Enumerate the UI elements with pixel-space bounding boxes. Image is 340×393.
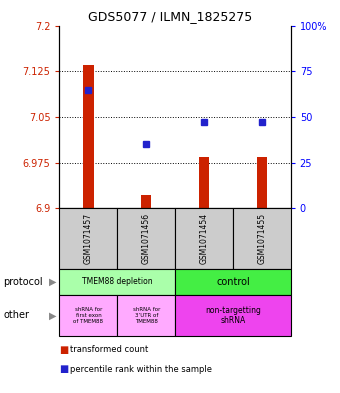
Text: protocol: protocol <box>3 277 43 287</box>
Text: GSM1071456: GSM1071456 <box>142 213 151 264</box>
Text: percentile rank within the sample: percentile rank within the sample <box>70 365 212 374</box>
Bar <box>233 208 291 269</box>
Text: shRNA for
first exon
of TMEM88: shRNA for first exon of TMEM88 <box>73 307 103 324</box>
Bar <box>59 295 117 336</box>
Text: GSM1071455: GSM1071455 <box>257 213 266 264</box>
Text: ▶: ▶ <box>49 277 56 287</box>
Text: GDS5077 / ILMN_1825275: GDS5077 / ILMN_1825275 <box>88 10 252 23</box>
Bar <box>117 208 175 269</box>
Bar <box>175 208 233 269</box>
Text: ■: ■ <box>59 345 69 355</box>
Text: transformed count: transformed count <box>70 345 148 354</box>
Bar <box>59 208 117 269</box>
Bar <box>175 269 291 295</box>
Text: shRNA for
3’UTR of
TMEM88: shRNA for 3’UTR of TMEM88 <box>133 307 160 324</box>
Text: GSM1071457: GSM1071457 <box>84 213 93 264</box>
Text: TMEM88 depletion: TMEM88 depletion <box>82 277 153 286</box>
Text: other: other <box>3 310 29 320</box>
Text: GSM1071454: GSM1071454 <box>200 213 208 264</box>
Text: control: control <box>216 277 250 287</box>
Bar <box>175 295 291 336</box>
Bar <box>83 65 94 208</box>
Text: non-targetting
shRNA: non-targetting shRNA <box>205 306 261 325</box>
Bar <box>59 269 175 295</box>
Bar <box>117 295 175 336</box>
Text: ■: ■ <box>59 364 69 375</box>
Bar <box>141 195 151 208</box>
Text: ▶: ▶ <box>49 310 56 320</box>
Bar <box>257 156 267 208</box>
Bar <box>199 156 209 208</box>
